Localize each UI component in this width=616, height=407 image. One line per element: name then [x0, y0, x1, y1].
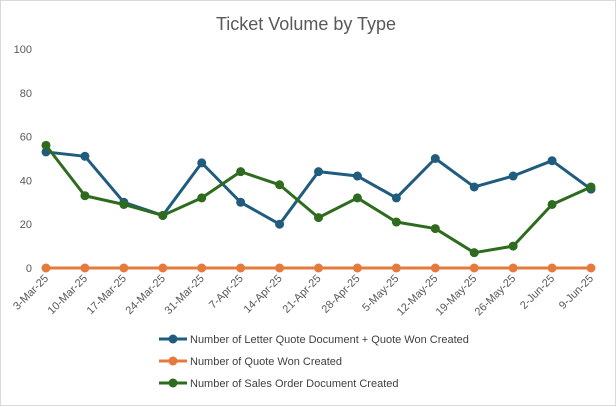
data-point [508, 241, 518, 251]
x-tick-label: 28-Apr-25 [319, 273, 362, 316]
data-point [547, 156, 557, 166]
chart-title: Ticket Volume by Type [216, 14, 396, 34]
data-point [469, 263, 479, 273]
legend-marker [168, 334, 178, 344]
data-point [158, 210, 168, 220]
y-tick-label: 80 [20, 88, 32, 100]
x-tick-label: 14-Apr-25 [242, 273, 285, 316]
data-point [586, 263, 596, 273]
data-point [430, 224, 440, 234]
x-tick-label: 26-May-25 [473, 273, 519, 319]
x-tick-label: 19-May-25 [434, 273, 480, 319]
data-point [391, 263, 401, 273]
data-point [197, 158, 207, 168]
data-point [547, 199, 557, 209]
legend-marker [168, 378, 178, 388]
data-point [430, 263, 440, 273]
data-point [41, 140, 51, 150]
series-line [44, 143, 593, 255]
data-point [80, 191, 90, 201]
data-point [197, 263, 207, 273]
x-tick-label: 7-Apr-25 [207, 273, 246, 312]
data-point [236, 167, 246, 177]
data-point [80, 263, 90, 273]
data-point [275, 219, 285, 229]
legend-label: Number of Letter Quote Document + Quote … [190, 334, 469, 346]
data-point [508, 171, 518, 181]
data-point [547, 263, 557, 273]
x-tick-label: 12-May-25 [395, 273, 441, 319]
legend-label: Number of Sales Order Document Created [190, 378, 398, 390]
y-tick-label: 20 [20, 219, 32, 231]
series-2 [41, 263, 596, 273]
data-point [275, 180, 285, 190]
x-tick-label: 5-May-25 [360, 273, 401, 314]
legend-item-2: Number of Quote Won Created [159, 356, 342, 368]
x-tick-label: 10-Mar-25 [46, 273, 90, 317]
data-point [236, 263, 246, 273]
data-point [352, 193, 362, 203]
data-point [41, 263, 51, 273]
x-tick-label: 31-Mar-25 [162, 273, 206, 317]
data-point [586, 182, 596, 192]
data-point [275, 263, 285, 273]
legend-item-1: Number of Letter Quote Document + Quote … [159, 334, 469, 346]
data-point [469, 182, 479, 192]
y-tick-label: 40 [20, 175, 32, 187]
data-point [119, 199, 129, 209]
x-tick-label: 3-Mar-25 [11, 273, 51, 313]
y-tick-label: 100 [14, 44, 32, 56]
data-point [391, 217, 401, 227]
x-tick-label: 17-Mar-25 [85, 273, 129, 317]
x-tick-label: 2-Jun-25 [518, 273, 557, 312]
data-point [430, 154, 440, 163]
legend-item-3: Number of Sales Order Document Created [159, 378, 398, 390]
legend-marker [168, 356, 178, 366]
data-point [508, 263, 518, 273]
x-tick-label: 24-Mar-25 [124, 273, 168, 317]
series-3 [41, 140, 596, 258]
x-tick-label: 9-Jun-25 [557, 273, 596, 312]
data-point [391, 193, 401, 203]
data-point [314, 213, 323, 223]
legend: Number of Letter Quote Document + Quote … [159, 334, 469, 390]
data-point [236, 197, 246, 207]
data-point [158, 263, 168, 273]
series-group [41, 140, 596, 273]
y-axis: 0 20 40 60 80 100 [14, 44, 32, 275]
data-point [197, 193, 207, 203]
x-axis: 3-Mar-2510-Mar-2517-Mar-2524-Mar-2531-Ma… [11, 273, 596, 319]
data-point [469, 248, 479, 258]
y-tick-label: 0 [26, 263, 32, 275]
data-point [314, 263, 323, 273]
legend-label: Number of Quote Won Created [190, 356, 342, 368]
data-point [119, 263, 129, 273]
data-point [352, 171, 362, 181]
data-point [80, 151, 90, 161]
y-tick-label: 60 [20, 132, 32, 144]
x-tick-label: 21-Apr-25 [281, 273, 324, 316]
data-point [352, 263, 362, 273]
data-point [314, 167, 323, 177]
